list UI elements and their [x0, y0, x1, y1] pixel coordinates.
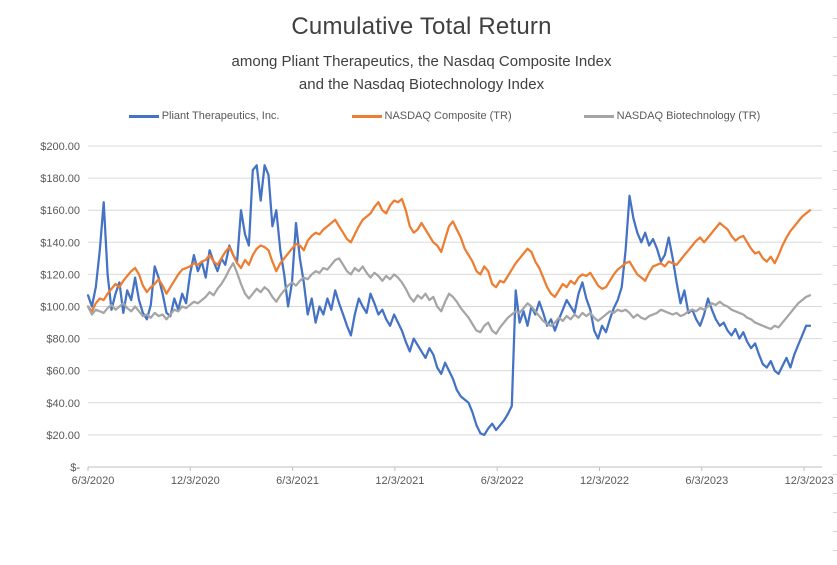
legend-label: Pliant Therapeutics, Inc. — [161, 110, 280, 122]
series-line-pliant-therapeutics-inc — [86, 164, 812, 437]
x-axis-tick-label: 12/3/2022 — [580, 475, 629, 487]
chart-object[interactable]: Cumulative Total Return among Pliant The… — [10, 0, 833, 565]
y-axis-tick-label: $100.00 — [40, 302, 80, 314]
y-axis-tick-label: $200.00 — [40, 141, 80, 153]
chart-subtitle-line2: and the Nasdaq Biotechnology Index — [298, 76, 545, 93]
x-axis-tick-label: 6/3/2020 — [72, 475, 115, 487]
x-axis-tick-label: 12/3/2023 — [785, 475, 834, 487]
y-axis-tick-label: $140.00 — [40, 237, 80, 249]
chart-legend: Pliant Therapeutics, Inc. NASDAQ Composi… — [10, 110, 833, 122]
y-axis-tick-label: $160.00 — [40, 205, 80, 217]
y-axis-tick-label: $40.00 — [46, 398, 80, 410]
chart-title: Cumulative Total Return — [291, 13, 552, 40]
legend-entry-nasdaq-biotech: NASDAQ Biotechnology (TR) — [583, 110, 761, 122]
chart-subtitle-line1: among Pliant Therapeutics, the Nasdaq Co… — [231, 53, 612, 70]
legend-line-swatch-gray — [583, 114, 614, 118]
legend-entry-nasdaq-composite: NASDAQ Composite (TR) — [351, 110, 512, 122]
x-axis-tick-label: 6/3/2023 — [685, 475, 728, 487]
x-axis-tick-label: 12/3/2020 — [171, 475, 220, 487]
series-line-nasdaq-composite-tr — [86, 197, 812, 313]
x-axis-tick-label: 6/3/2021 — [276, 475, 319, 487]
y-axis-tick-label: $180.00 — [40, 173, 80, 185]
y-axis-tick-label: $- — [70, 462, 80, 474]
y-axis-tick-label: $80.00 — [46, 334, 80, 346]
y-axis-tick-label: $120.00 — [40, 269, 80, 281]
legend-entry-pliant: Pliant Therapeutics, Inc. — [128, 110, 280, 122]
legend-line-swatch-blue — [128, 114, 159, 118]
legend-label: NASDAQ Composite (TR) — [384, 110, 512, 122]
legend-line-swatch-orange — [351, 114, 382, 118]
x-axis-tick-label: 12/3/2021 — [375, 475, 424, 487]
y-axis-tick-label: $60.00 — [46, 366, 80, 378]
series-line-nasdaq-biotechnology-tr — [86, 257, 812, 335]
x-axis-tick-label: 6/3/2022 — [481, 475, 524, 487]
y-axis-tick-label: $20.00 — [46, 430, 80, 442]
legend-label: NASDAQ Biotechnology (TR) — [616, 110, 761, 122]
